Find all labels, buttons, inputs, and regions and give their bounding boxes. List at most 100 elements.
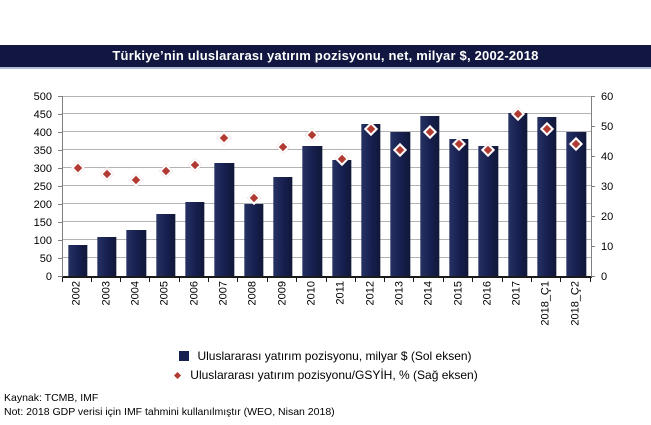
y-left-tick: [58, 275, 62, 277]
x-label-slot: 2004: [121, 278, 150, 342]
y-left-tick: [58, 203, 62, 205]
right-axis: 0 10 20 30 40 50 60: [591, 91, 651, 283]
bar-2012: [361, 123, 381, 276]
y-left-label: 300: [33, 162, 52, 175]
category-slot: [415, 96, 444, 276]
legend-label-ratio: Uluslararası yatırım pozisyonu/GSYİH, % …: [190, 368, 478, 382]
diamond-marker-2008: [246, 190, 261, 206]
bar-2013: [390, 131, 410, 276]
category-slot: [151, 96, 180, 276]
y-left-label: 150: [33, 216, 52, 229]
x-tick-label: 2011: [334, 281, 347, 305]
bar-2017: [507, 113, 528, 276]
category-slot: [562, 96, 591, 276]
red-diamond-icon: [174, 371, 182, 379]
gridline: [63, 113, 591, 114]
x-axis-tick: [501, 278, 503, 282]
x-label-slot: 2011: [326, 278, 355, 342]
x-label-slot: 2009: [267, 278, 296, 342]
y-left-label: 450: [33, 108, 52, 121]
source-note: Kaynak: TCMB, IMF: [4, 392, 99, 404]
category-slot: [210, 96, 239, 276]
category-slot: [180, 96, 209, 276]
y-left-label: 350: [33, 144, 52, 157]
bar-2009: [273, 176, 293, 276]
y-right-tick: [591, 185, 595, 187]
y-right-label: 30: [601, 180, 614, 193]
x-axis-labels: 2002 2003 2004 2005 2006 2007 2008 2009 2010 2011…: [61, 278, 591, 342]
x-label-slot: 2018_Ç2: [561, 278, 590, 342]
category-slot: [503, 96, 532, 276]
y-left-tick: [58, 95, 62, 97]
y-right-label: 40: [601, 150, 614, 163]
bars-layer: [63, 96, 591, 276]
diamond-marker-2005: [158, 163, 173, 179]
y-right-tick: [591, 125, 595, 127]
x-axis-tick: [384, 278, 386, 282]
bar-2016: [478, 146, 498, 276]
chart-title: Türkiye’nin uluslararası yatırım pozisyo…: [0, 45, 651, 69]
navy-square-icon: [179, 351, 190, 361]
x-tick-label: 2009: [276, 281, 288, 306]
x-label-slot: 2017: [502, 278, 531, 342]
bar-2004: [126, 229, 146, 276]
left-axis: 0 50 100 150 200 250 300 350 400 450 500: [0, 91, 62, 283]
x-label-slot: 2008: [238, 278, 267, 342]
x-tick-label: 2014: [422, 281, 435, 306]
diamond-marker-2003: [99, 166, 115, 182]
y-left-tick: [58, 113, 62, 115]
y-left-tick: [58, 149, 62, 151]
y-right-tick: [591, 215, 595, 217]
y-left-label: 0: [45, 270, 52, 283]
bar-2006: [185, 201, 205, 276]
bar-2015: [449, 139, 469, 276]
x-axis-tick: [178, 278, 180, 282]
gridline: [63, 96, 591, 97]
x-label-slot: 2010: [297, 278, 326, 342]
x-tick-label: 2013: [393, 281, 406, 306]
bar-2003: [97, 237, 117, 276]
y-left-tick: [58, 221, 62, 223]
category-slot: [444, 96, 473, 276]
category-slot: [474, 96, 503, 276]
legend-item-bars: Uluslararası yatırım pozisyonu, milyar $…: [179, 349, 472, 363]
x-label-slot: 2014: [414, 278, 443, 342]
y-right-label: 60: [601, 90, 614, 103]
x-tick-label: 2010: [305, 281, 318, 306]
gridline: [63, 203, 591, 204]
x-tick-label: 2017: [510, 281, 523, 306]
legend-label-bars: Uluslararası yatırım pozisyonu, milyar $…: [197, 349, 472, 363]
bar-2008: [243, 204, 264, 276]
x-tick-label: 2005: [158, 281, 171, 306]
y-left-label: 400: [33, 126, 52, 139]
x-tick-label: 2016: [481, 281, 494, 306]
diamond-marker-2002: [70, 160, 85, 176]
legend-item-ratio: Uluslararası yatırım pozisyonu/GSYİH, % …: [173, 368, 478, 382]
gridline: [63, 131, 591, 132]
x-axis-tick: [90, 278, 92, 282]
y-right-tick: [591, 155, 595, 157]
x-axis-tick: [296, 278, 298, 282]
y-right-label: 10: [601, 240, 614, 253]
gdp-note: Not: 2018 GDP verisi için IMF tahmini ku…: [4, 405, 335, 418]
x-tick-label: 2018_Ç1: [540, 281, 552, 326]
gridline: [63, 149, 591, 150]
y-left-tick: [58, 239, 62, 241]
x-tick-label: 2015: [452, 281, 464, 306]
x-axis-tick: [560, 278, 562, 282]
bar-2014: [419, 116, 440, 276]
gridline: [63, 167, 591, 168]
x-label-slot: 2006: [179, 278, 208, 342]
y-left-label: 100: [33, 234, 52, 247]
x-label-slot: 2003: [91, 278, 120, 342]
x-axis-tick: [354, 278, 356, 282]
x-axis-tick: [120, 278, 122, 282]
x-label-slot: 2002: [62, 278, 91, 342]
x-label-slot: 2012: [355, 278, 384, 342]
category-slot: [356, 96, 385, 276]
x-axis-tick: [61, 278, 63, 282]
x-label-slot: 2018_Ç1: [531, 278, 560, 342]
x-tick-label: 2018_Ç2: [569, 281, 582, 326]
x-label-slot: 2015: [443, 278, 472, 342]
x-tick-label: 2006: [188, 281, 200, 306]
